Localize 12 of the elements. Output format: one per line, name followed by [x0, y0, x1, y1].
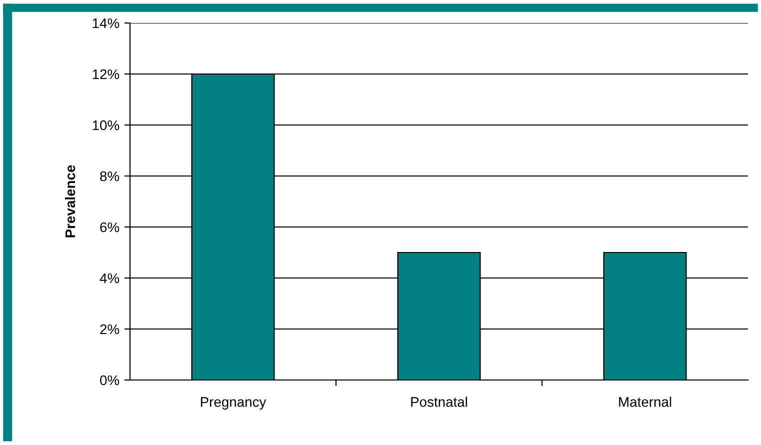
y-tick-label: 12%: [92, 69, 120, 80]
y-tick-label: 6%: [100, 222, 120, 232]
y-tick-label: 14%: [92, 18, 120, 28]
x-tick-label: Pregnancy: [200, 397, 266, 410]
y-tick-label: 10%: [92, 120, 120, 130]
x-tick-label: Postnatal: [411, 396, 468, 407]
y-tick-label: 2%: [100, 324, 120, 334]
x-tick-label: Maternal: [619, 396, 672, 407]
y-tick-label: 0%: [100, 375, 120, 386]
y-tick-label: 8%: [100, 171, 120, 182]
y-tick-label: 4%: [100, 273, 120, 284]
y-axis-title: Prevalence: [64, 165, 76, 238]
